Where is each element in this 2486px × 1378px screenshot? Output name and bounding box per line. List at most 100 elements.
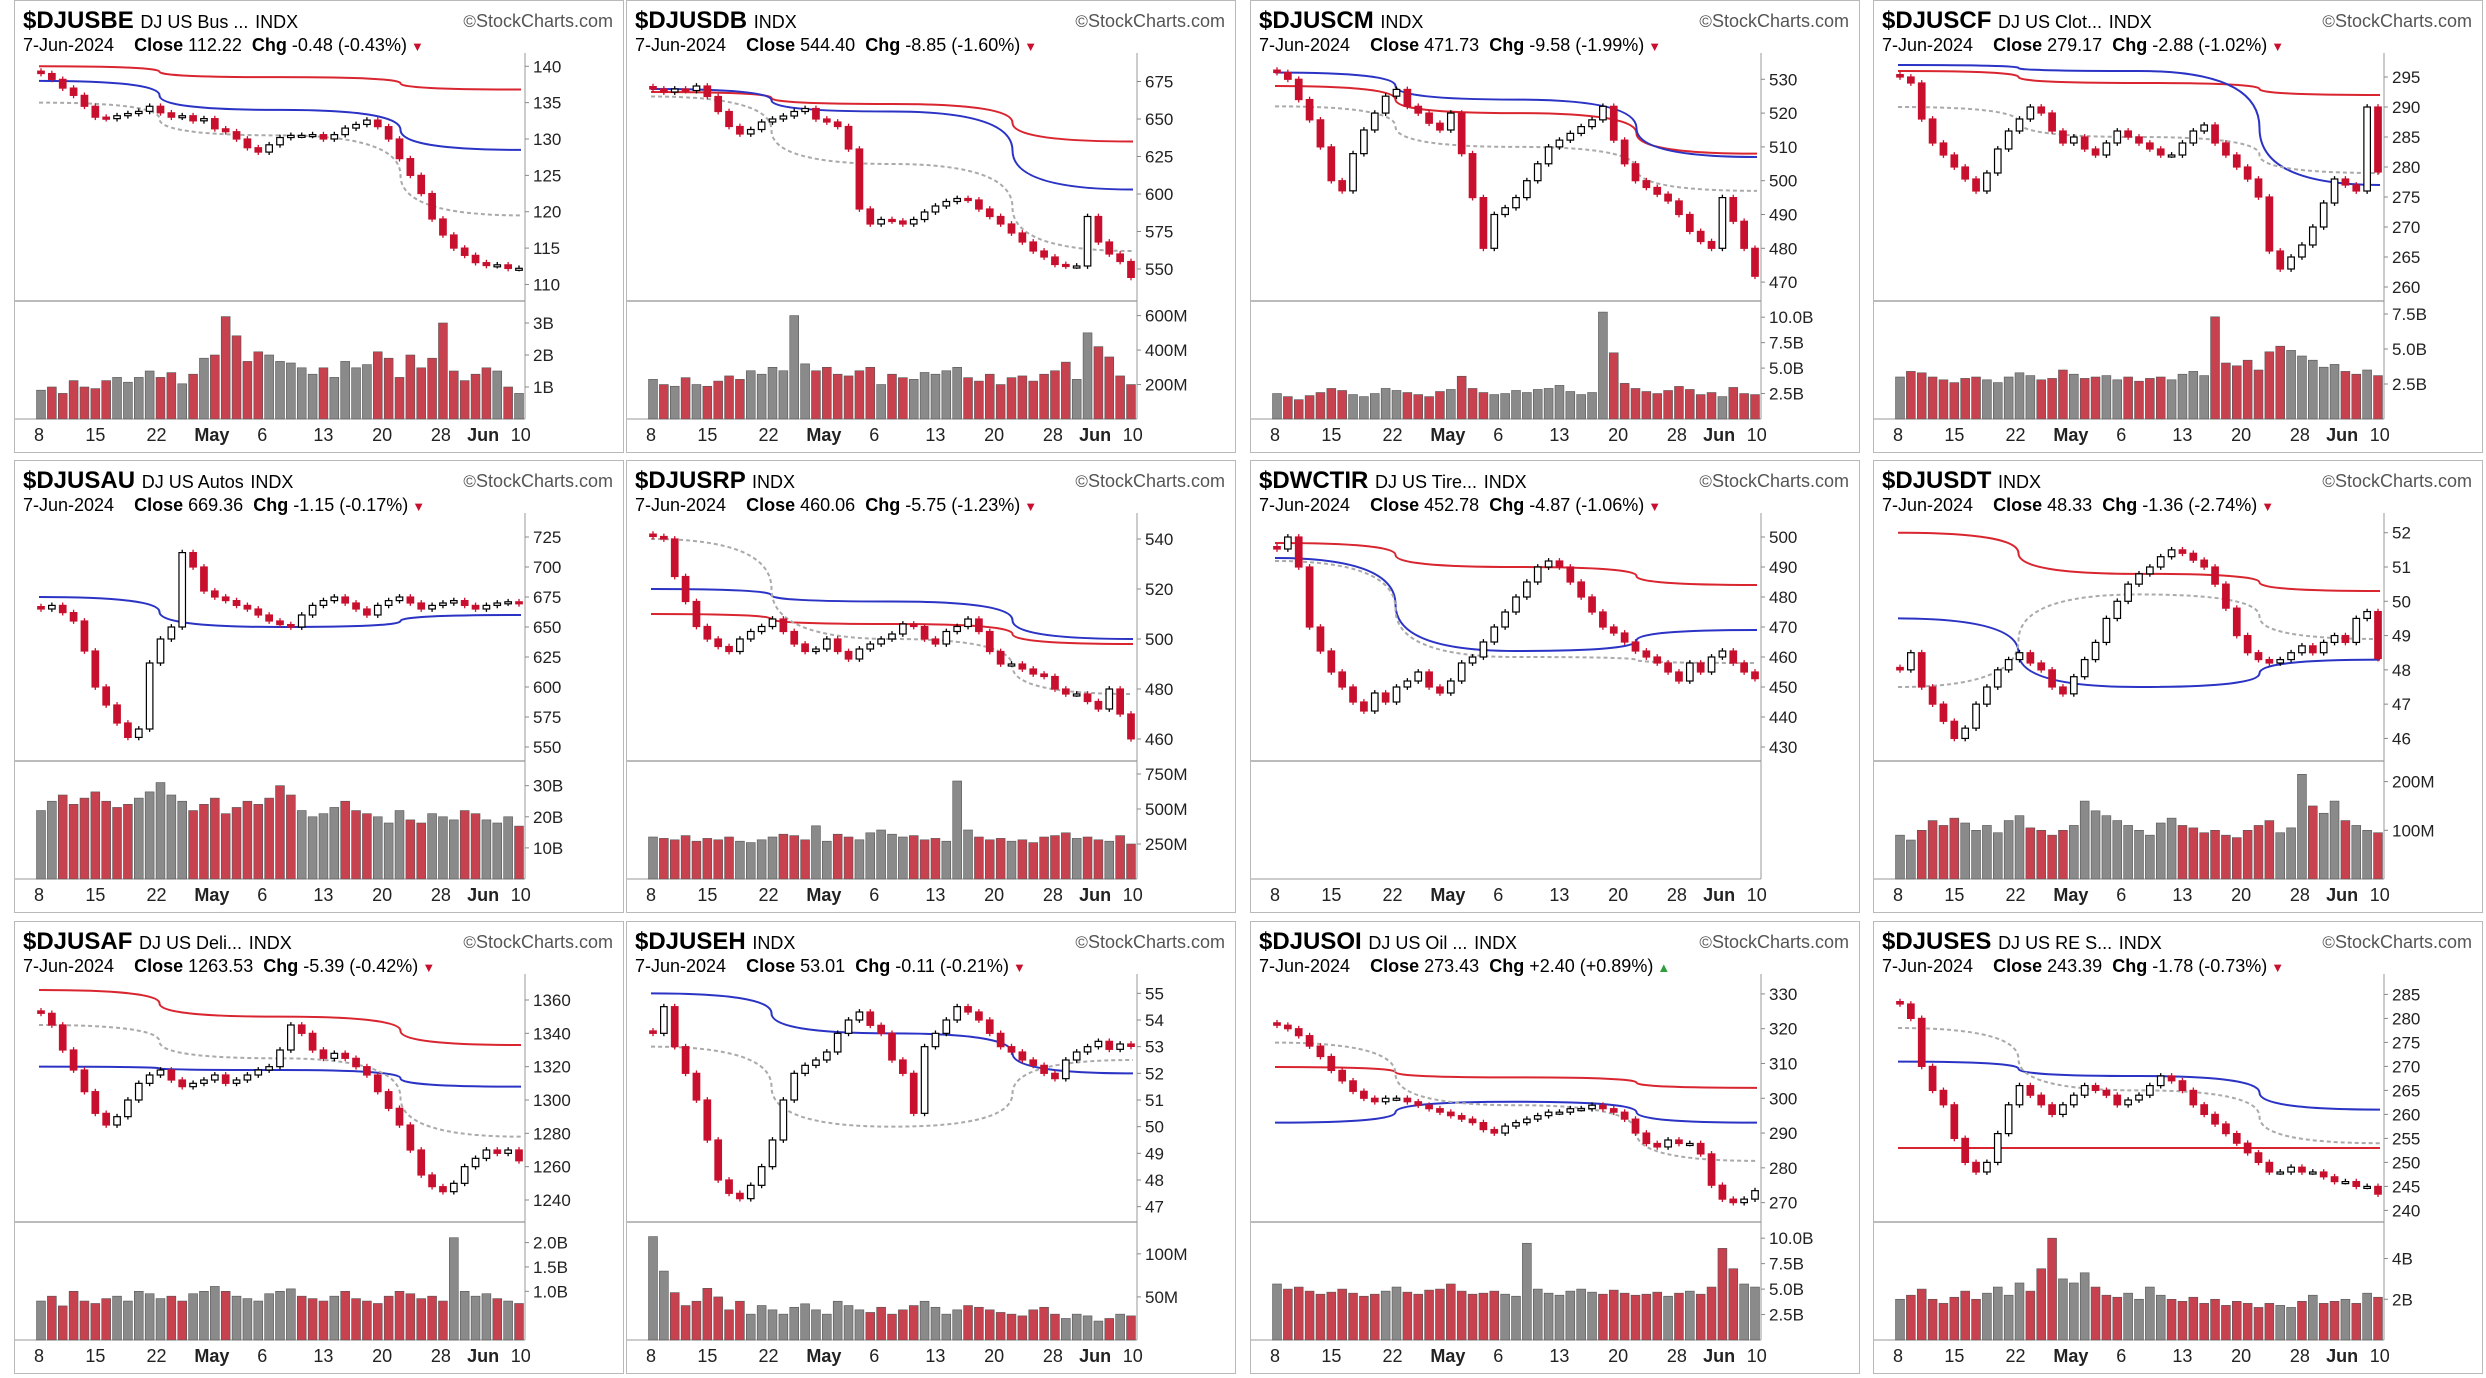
volume-bar — [2329, 800, 2340, 880]
candle — [2254, 178, 2263, 198]
chart-panel-djusau[interactable]: $DJUSAU DJ US Autos INDX ©StockCharts.com… — [14, 460, 624, 913]
y-tick-label: 47 — [2392, 695, 2411, 714]
candle — [1490, 1128, 1499, 1134]
volume-bar — [2069, 373, 2079, 420]
brand[interactable]: ©StockCharts.com — [463, 932, 613, 953]
volume-bar — [1739, 1283, 1749, 1341]
candle — [1566, 1108, 1575, 1113]
volume-bar — [329, 377, 340, 420]
volume-bar — [2014, 372, 2025, 420]
symbol[interactable]: $DJUSRP INDX — [635, 467, 795, 494]
brand[interactable]: ©StockCharts.com — [463, 11, 613, 32]
chart-panel-djuseh[interactable]: $DJUSEH INDX ©StockCharts.com 7-Jun-2024 C… — [626, 921, 1236, 1374]
candle — [1072, 1051, 1081, 1061]
chart-panel-djuscm[interactable]: $DJUSCM INDX ©StockCharts.com 7-Jun-2024 C… — [1250, 0, 1860, 453]
volume-bar — [2362, 369, 2372, 420]
volume-bar — [166, 372, 177, 420]
volume-bar — [1587, 392, 1597, 420]
candle — [670, 1006, 679, 1048]
candle — [1729, 1198, 1738, 1204]
candle — [1425, 1104, 1433, 1110]
volume-bar — [1543, 388, 1554, 420]
brand[interactable]: ©StockCharts.com — [2322, 11, 2472, 32]
candle — [200, 118, 208, 122]
symbol[interactable]: $DJUSCM INDX — [1259, 7, 1424, 34]
candle — [1105, 241, 1114, 255]
candle — [942, 630, 951, 645]
chart-panel-djusaf[interactable]: $DJUSAF DJ US Deli... INDX ©StockCharts.c… — [14, 921, 624, 1374]
chart-panel-dwctir[interactable]: $DWCTIR DJ US Tire... INDX ©StockCharts.c… — [1250, 460, 1860, 913]
candle — [1609, 1108, 1618, 1113]
symbol[interactable]: $DJUSCF DJ US Clot... INDX — [1882, 7, 2152, 34]
symbol[interactable]: $DJUSDB INDX — [635, 7, 797, 34]
brand[interactable]: ©StockCharts.com — [2322, 932, 2472, 953]
candle — [746, 1184, 755, 1200]
chart-panel-djusdt[interactable]: $DJUSDT INDX ©StockCharts.com 7-Jun-2024 C… — [1873, 460, 2483, 913]
chart-panel-djuscf[interactable]: $DJUSCF DJ US Clot... INDX ©StockCharts.c… — [1873, 0, 2483, 453]
volume-bar — [351, 367, 361, 420]
volume-bar — [2221, 362, 2231, 420]
symbol[interactable]: $DWCTIR DJ US Tire... INDX — [1259, 467, 1527, 494]
brand[interactable]: ©StockCharts.com — [463, 471, 613, 492]
candle — [287, 624, 295, 628]
close-value: 112.22 — [188, 35, 242, 55]
x-tick-label: May — [194, 885, 229, 905]
symbol[interactable]: $DJUSBE DJ US Bus ... INDX — [23, 7, 299, 34]
volume-bar — [811, 825, 821, 880]
moving-average-gray-line — [650, 538, 1134, 695]
candle — [1961, 166, 1970, 180]
x-tick-label: 10 — [2370, 1346, 2390, 1366]
close-value: 279.17 — [2047, 35, 2103, 55]
candle — [1468, 1118, 1477, 1124]
candle — [2243, 166, 2252, 180]
volume-bar — [2003, 820, 2014, 880]
volume-bar — [2025, 375, 2036, 420]
volume-bar — [1993, 1286, 2003, 1341]
symbol[interactable]: $DJUSAF DJ US Deli... INDX — [23, 928, 292, 955]
chart-panel-djusbe[interactable]: $DJUSBE DJ US Bus ... INDX ©StockCharts.c… — [14, 0, 624, 453]
chart-panel-djuses[interactable]: $DJUSES DJ US RE S... INDX ©StockCharts.c… — [1873, 921, 2483, 1374]
volume-bar — [144, 370, 155, 420]
candle — [736, 125, 744, 135]
brand[interactable]: ©StockCharts.com — [1699, 932, 1849, 953]
volume-bar — [2188, 827, 2199, 880]
chart-panel-djusdb[interactable]: $DJUSDB INDX ©StockCharts.com 7-Jun-2024 C… — [626, 0, 1236, 453]
symbol[interactable]: $DJUSES DJ US RE S... INDX — [1882, 928, 2162, 955]
volume-bar — [811, 370, 821, 420]
triangle-down-icon: ▼ — [2271, 960, 2285, 975]
candle — [1381, 1097, 1390, 1103]
chart-panel-djusrp[interactable]: $DJUSRP INDX ©StockCharts.com 7-Jun-2024 C… — [626, 460, 1236, 913]
symbol[interactable]: $DJUSDT INDX — [1882, 467, 2042, 494]
symbol[interactable]: $DJUSOI DJ US Oil ... INDX — [1259, 928, 1518, 955]
volume-tick-label: 2B — [533, 346, 554, 365]
brand[interactable]: ©StockCharts.com — [1075, 11, 1225, 32]
brand[interactable]: ©StockCharts.com — [1075, 471, 1225, 492]
volume-bar — [735, 840, 745, 880]
volume-bar — [1938, 825, 1949, 880]
candle — [2102, 617, 2111, 644]
exchange: INDX — [752, 933, 796, 953]
symbol[interactable]: $DJUSEH INDX — [635, 928, 796, 955]
volume-bar — [199, 1291, 209, 1341]
candle — [2059, 130, 2067, 144]
volume-bar — [68, 380, 79, 420]
symbol[interactable]: $DJUSAU DJ US Autos INDX — [23, 467, 294, 494]
quote-date: 7-Jun-2024 — [635, 495, 727, 515]
candle — [1105, 688, 1114, 710]
volume-bar — [1641, 391, 1652, 420]
candle — [504, 601, 512, 605]
candle — [1479, 1122, 1488, 1131]
volume-bar — [1717, 396, 1728, 420]
brand[interactable]: ©StockCharts.com — [1699, 11, 1849, 32]
x-tick-label: 13 — [313, 1346, 333, 1366]
chart-panel-djusoi[interactable]: $DJUSOI DJ US Oil ... INDX ©StockCharts.c… — [1250, 921, 1860, 1374]
candle — [1675, 1139, 1683, 1145]
brand[interactable]: ©StockCharts.com — [1075, 932, 1225, 953]
volume-bar — [79, 386, 90, 420]
candle — [855, 148, 864, 210]
brand[interactable]: ©StockCharts.com — [2322, 471, 2472, 492]
volume-bar — [1598, 311, 1608, 420]
volume-bar — [713, 839, 723, 880]
brand[interactable]: ©StockCharts.com — [1699, 471, 1849, 492]
y-tick-label: 55 — [1145, 984, 1164, 1003]
